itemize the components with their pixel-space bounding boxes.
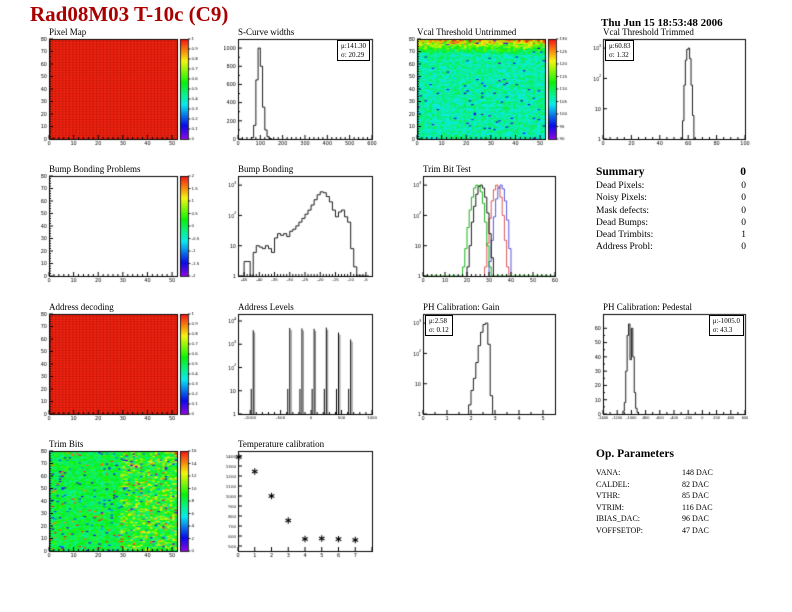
vcal-trimmed-stats-box: μ:60.83 σ: 1.32 [605,40,635,61]
panel-vcal-untrimmed: Vcal Threshold Untrimmed [404,27,580,149]
ph-pedestal-stats-box: μ:-1005.0 σ: 43.3 [708,315,744,336]
row-value: 82 DAC [682,479,709,489]
ph-pedestal-sigma: σ: 43.3 [712,325,733,334]
trim-bit-test-canvas [408,174,560,286]
ph-gain-mean: μ:2.58 [429,317,447,325]
page-title: Rad08M03 T-10c (C9) [30,2,229,26]
panel-address-decoding: Address decoding [36,302,212,424]
scurve-mean: μ:141.30 [341,42,366,50]
row-label: Mask defects: [596,205,650,216]
row-value: 1 [741,230,746,241]
panel-bump-bonding-problems: Bump Bonding Problems [36,164,212,286]
panel-bump-bonding: Bump Bonding [224,164,384,286]
op-parameters-rows: VANA: 148 DAC CALDEL: 82 DAC VTHR: 85 DAC VTRI… [596,467,746,536]
panel-trim-bits: Trim Bits [36,439,212,561]
table-row: VANA: 148 DAC [596,467,746,479]
panel-temperature-calibration: Temperature calibration [224,439,384,561]
row-value: 0 [741,193,746,204]
ph-gain-title: PH Calibration: Gain [423,302,500,312]
address-decoding-canvas [36,312,208,424]
table-row: VOFFSETOP: 47 DAC [596,525,746,537]
panel-address-levels: Address Levels [224,302,384,424]
bump-bonding-problems-canvas [36,174,208,286]
op-parameters-heading: Op. Parameters [596,448,674,460]
row-value: 0 [741,181,746,191]
table-row: VTRIM: 116 DAC [596,502,746,514]
ph-pedestal-mean: μ:-1005.0 [712,317,740,325]
address-levels-canvas [224,312,384,424]
summary-title: Summary [596,166,645,178]
ph-gain-stats-box: μ:2.58 σ: 0.12 [425,315,453,336]
bump-bonding-title: Bump Bonding [238,164,294,174]
vcal-trimmed-mean: μ:60.83 [609,42,631,50]
table-row: Address Probl: 0 [596,241,746,253]
row-value: 0 [741,205,746,216]
table-row: Dead Pixels: 0 [596,180,746,192]
panel-scurve-widths: S-Curve widths μ:141.30 σ: 20.29 [224,27,384,149]
panel-pixel-map: Pixel Map [36,27,212,149]
row-label: CALDEL: [596,479,630,489]
summary-heading: Summary 0 [596,166,746,178]
pixel-map-canvas [36,37,208,149]
vcal-trimmed-sigma: σ: 1.32 [609,50,629,59]
summary-rows: Dead Pixels: 0 Noisy Pixels: 0 Mask defects:… [596,180,746,254]
row-value: 96 DAC [682,514,709,523]
address-decoding-title: Address decoding [49,302,114,312]
bump-bonding-problems-title: Bump Bonding Problems [49,164,141,174]
row-label: Address Probl: [596,242,653,253]
panel-trim-bit-test: Trim Bit Test [408,164,560,286]
temperature-calibration-canvas [224,449,384,561]
row-value: 148 DAC [682,468,713,477]
panel-vcal-trimmed: Vcal Threshold Trimmed μ:60.83 σ: 1.32 [590,27,756,149]
op-parameters-panel: Op. Parameters VANA: 148 DAC CALDEL: 82 DAC… [596,448,746,536]
scurve-stats-box: μ:141.30 σ: 20.29 [337,40,370,61]
summary-total: 0 [740,166,746,178]
row-value: 116 DAC [682,502,713,512]
trim-bit-test-title: Trim Bit Test [423,164,471,174]
row-value: 0 [741,242,746,253]
row-label: VANA: [596,468,621,477]
row-label: Dead Trimbits: [596,230,654,241]
trim-bits-canvas [36,449,208,561]
vcal-untrimmed-title: Vcal Threshold Untrimmed [417,27,517,37]
panel-ph-gain: PH Calibration: Gain μ:2.58 σ: 0.12 [408,302,560,424]
table-row: Mask defects: 0 [596,205,746,217]
scurve-widths-title: S-Curve widths [238,27,295,37]
row-label: VOFFSETOP: [596,525,643,535]
row-label: IBIAS_DAC: [596,514,641,523]
timestamp: Thu Jun 15 18:53:48 2006 [601,17,723,29]
table-row: Dead Bumps: 0 [596,217,746,229]
bump-bonding-canvas [224,174,384,286]
ph-pedestal-title: PH Calibration: Pedestal [603,302,692,312]
summary-panel: Summary 0 Dead Pixels: 0 Noisy Pixels: 0 Mas… [596,166,746,254]
row-label: Dead Pixels: [596,181,645,191]
row-label: VTRIM: [596,502,624,512]
temperature-calibration-title: Temperature calibration [238,439,325,449]
scurve-sigma: σ: 20.29 [341,50,365,59]
panel-ph-pedestal: PH Calibration: Pedestal μ:-1005.0 σ: 43… [590,302,756,424]
pixel-map-title: Pixel Map [49,27,87,37]
row-value: 0 [741,217,746,228]
vcal-trimmed-title: Vcal Threshold Trimmed [603,27,694,37]
row-label: Noisy Pixels: [596,193,647,204]
table-row: IBIAS_DAC: 96 DAC [596,513,746,525]
address-levels-title: Address Levels [238,302,294,312]
row-label: Dead Bumps: [596,217,648,228]
row-value: 85 DAC [682,491,709,500]
table-row: Noisy Pixels: 0 [596,192,746,204]
table-row: VTHR: 85 DAC [596,490,746,502]
row-label: VTHR: [596,491,620,500]
vcal-untrimmed-canvas [404,37,576,149]
trim-bits-title: Trim Bits [49,439,84,449]
table-row: CALDEL: 82 DAC [596,479,746,491]
ph-gain-sigma: σ: 0.12 [429,325,449,334]
table-row: Dead Trimbits: 1 [596,229,746,241]
row-value: 47 DAC [682,525,709,535]
